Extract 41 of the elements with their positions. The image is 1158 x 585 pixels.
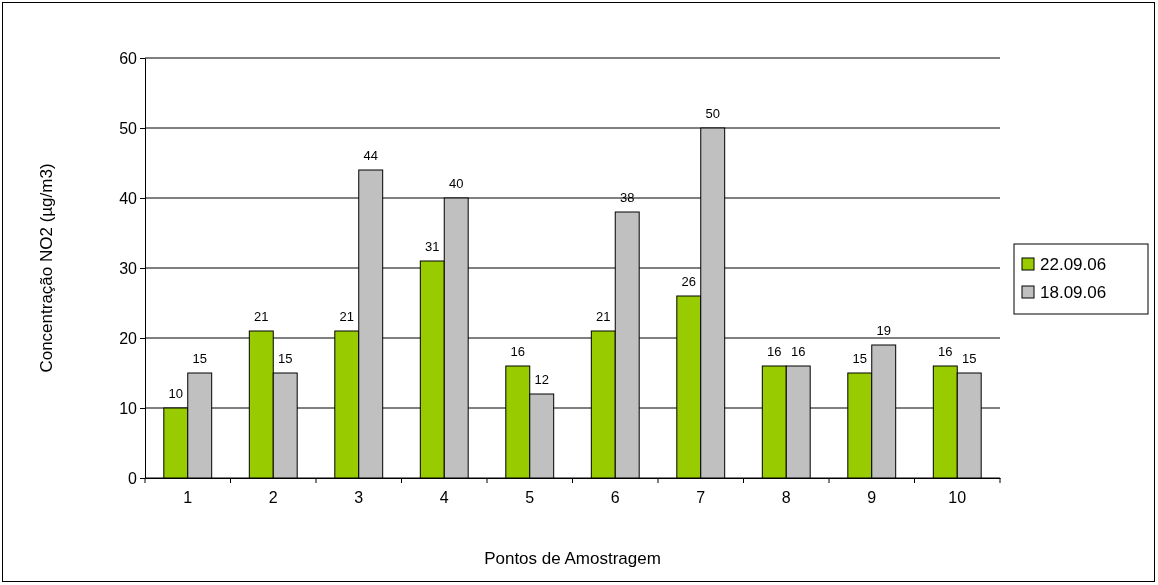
y-tick-label: 10	[119, 399, 138, 417]
data-label: 21	[596, 309, 611, 324]
data-label: 21	[254, 309, 269, 324]
y-tick-label: 20	[119, 329, 138, 347]
data-label: 10	[168, 386, 184, 401]
data-label: 31	[425, 239, 440, 254]
data-label: 19	[876, 323, 891, 338]
x-tick-label: 10	[948, 489, 967, 507]
legend-label: 18.09.06	[1040, 283, 1107, 302]
x-tick-label: 8	[781, 489, 791, 507]
data-label: 16	[767, 344, 782, 359]
data-label: 15	[277, 351, 293, 366]
data-label: 21	[339, 309, 355, 324]
y-tick-label: 0	[128, 469, 138, 487]
x-tick-label: 1	[183, 489, 193, 507]
data-label: 15	[852, 351, 868, 366]
data-label: 16	[510, 344, 526, 359]
x-tick-label: 3	[354, 489, 364, 507]
y-axis-title: Concentração NO2 (µg/m3)	[37, 163, 56, 373]
x-tick-label: 7	[696, 489, 706, 507]
y-tick-label: 60	[119, 49, 138, 67]
y-tick-label: 30	[119, 259, 138, 277]
data-label: 26	[681, 274, 697, 289]
x-tick-label: 2	[268, 489, 278, 507]
data-label: 50	[705, 106, 720, 121]
y-tick-label: 40	[119, 189, 138, 207]
data-label: 44	[363, 148, 378, 163]
data-label: 16	[790, 344, 806, 359]
data-label: 38	[619, 190, 635, 205]
data-label: 15	[192, 351, 207, 366]
data-label: 40	[448, 176, 464, 191]
data-label: 15	[961, 351, 977, 366]
data-label: 16	[938, 344, 953, 359]
x-tick-label: 9	[867, 489, 877, 507]
x-tick-label: 5	[525, 489, 535, 507]
y-tick-label: 50	[119, 119, 138, 137]
data-label: 12	[534, 372, 549, 387]
x-axis-title: Pontos de Amostragem	[484, 549, 661, 568]
x-tick-label: 4	[439, 489, 449, 507]
legend-label: 22.09.06	[1040, 255, 1107, 274]
x-tick-label: 6	[610, 489, 620, 507]
